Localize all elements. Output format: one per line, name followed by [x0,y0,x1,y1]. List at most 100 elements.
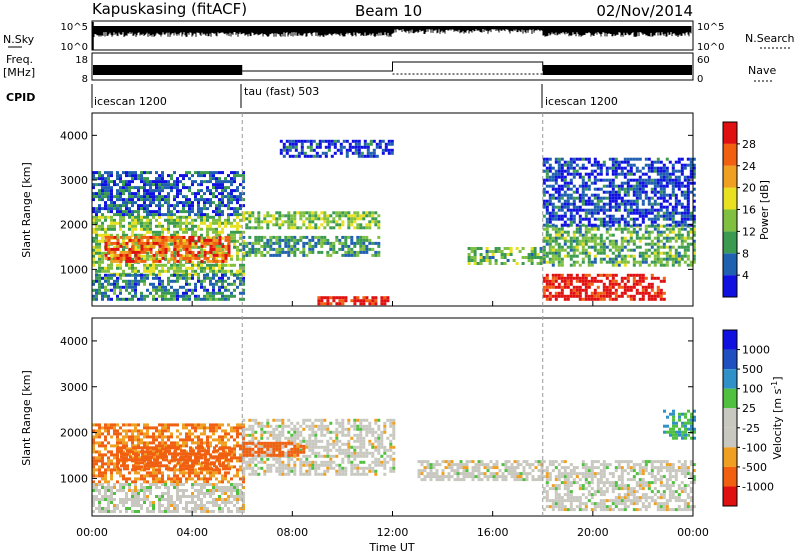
heatmap-cell-power-0 [146,231,149,234]
heatmap-cell-velocity-0 [113,465,116,468]
heatmap-cell-power-11 [597,197,600,200]
heatmap-cell-power-0 [239,270,242,273]
heatmap-cell-power-6 [283,155,286,158]
heatmap-cell-power-2 [101,186,104,189]
heatmap-cell-power-5 [359,242,362,245]
heatmap-cell-power-7 [332,296,335,299]
heatmap-cell-power-6 [313,149,316,152]
heatmap-cell-power-11 [642,185,645,188]
heatmap-cell-power-2 [131,171,134,174]
heatmap-cell-power-10 [567,274,570,277]
heatmap-cell-power-9 [576,261,579,264]
heatmap-cell-power-0 [218,219,221,222]
heatmap-cell-power-11 [606,170,609,173]
heatmap-cell-power-11 [567,209,570,212]
heatmap-cell-power-3 [188,289,191,292]
heatmap-cell-power-9 [546,240,549,243]
heatmap-cell-power-10 [546,298,549,301]
heatmap-cell-power-10 [567,283,570,286]
heatmap-cell-power-2 [236,174,239,177]
heatmap-cell-power-2 [95,213,98,216]
heatmap-cell-power-11 [672,188,675,191]
heatmap-cell-power-3 [110,283,113,286]
heatmap-cell-power-11 [651,203,654,206]
heatmap-cell-power-11 [663,194,666,197]
heatmap-cell-power-11 [642,188,645,191]
heatmap-cell-power-10 [579,292,582,295]
heatmap-cell-power-11 [621,173,624,176]
heatmap-cell-power-1 [135,236,138,239]
heatmap-cell-power-9 [576,255,579,258]
heatmap-cell-power-2 [131,204,134,207]
heatmap-cell-power-11 [594,161,597,164]
heatmap-cell-power-11 [606,221,609,224]
heatmap-cell-power-11 [672,179,675,182]
heatmap-cell-power-0 [218,267,221,270]
heatmap-cell-power-11 [570,188,573,191]
heatmap-cell-power-9 [549,246,552,249]
heatmap-cell-power-3 [146,277,149,280]
heatmap-cell-power-0 [95,261,98,264]
heatmap-cell-power-4 [368,211,371,214]
heatmap-cell-power-3 [188,295,191,298]
heatmap-cell-power-6 [361,152,364,155]
heatmap-cell-power-2 [161,198,164,201]
heatmap-cell-power-11 [609,221,612,224]
heatmap-cell-power-2 [110,210,113,213]
heatmap-cell-power-8 [486,259,489,262]
heatmap-cell-power-3 [101,292,104,295]
heatmap-cell-power-2 [194,195,197,198]
heatmap-cell-power-4 [299,214,302,217]
heatmap-cell-power-1 [135,251,138,254]
heatmap-cell-power-3 [215,298,218,301]
heatmap-cell-power-11 [582,191,585,194]
heatmap-cell-power-3 [203,286,206,289]
heatmap-cell-power-11 [648,167,651,170]
heatmap-cell-velocity-0 [182,444,185,447]
heatmap-cell-power-6 [289,143,292,146]
heatmap-cell-power-9 [669,246,672,249]
heatmap-cell-power-2 [149,195,152,198]
heatmap-cell-power-4 [302,214,305,217]
heatmap-cell-power-5 [251,245,254,248]
heatmap-cell-power-10 [558,292,561,295]
heatmap-cell-velocity-0 [98,429,101,432]
heatmap-cell-power-4 [314,217,317,220]
heatmap-cell-power-6 [382,140,385,143]
heatmap-cell-power-3 [221,280,224,283]
heatmap-cell-power-9 [639,228,642,231]
heatmap-cell-power-5 [365,239,368,242]
heatmap-cell-velocity-0 [131,435,134,438]
freq-trace [93,62,692,75]
heatmap-cell-power-6 [307,146,310,149]
heatmap-cell-velocity-0 [131,423,134,426]
heatmap-cell-power-6 [319,140,322,143]
heatmap-cell-power-10 [615,295,618,298]
heatmap-cell-power-11 [570,224,573,227]
heatmap-cell-power-9 [600,246,603,249]
heatmap-cell-power-11 [573,191,576,194]
heatmap-cell-power-11 [597,203,600,206]
heatmap-cell-power-4 [332,217,335,220]
heatmap-cell-power-2 [173,183,176,186]
heatmap-cell-power-10 [564,283,567,286]
heatmap-cell-power-2 [203,201,206,204]
heatmap-cell-power-1 [138,239,141,242]
heatmap-cell-velocity-0 [188,432,191,435]
heatmap-cell-power-1 [183,248,186,251]
heatmap-cell-power-10 [564,298,567,301]
heatmap-cell-velocity-0 [197,477,200,480]
heatmap-cell-power-4 [266,223,269,226]
heatmap-cell-power-2 [119,174,122,177]
heatmap-cell-power-9 [651,252,654,255]
heatmap-cell-power-2 [176,183,179,186]
heatmap-cell-power-4 [326,217,329,220]
heatmap-cell-power-3 [209,277,212,280]
heatmap-cell-power-11 [609,158,612,161]
heatmap-cell-power-8 [540,247,543,250]
heatmap-cell-power-0 [113,222,116,225]
heatmap-cell-power-1 [213,239,216,242]
heatmap-cell-power-3 [230,292,233,295]
heatmap-cell-power-1 [180,245,183,248]
heatmap-cell-power-3 [134,286,137,289]
